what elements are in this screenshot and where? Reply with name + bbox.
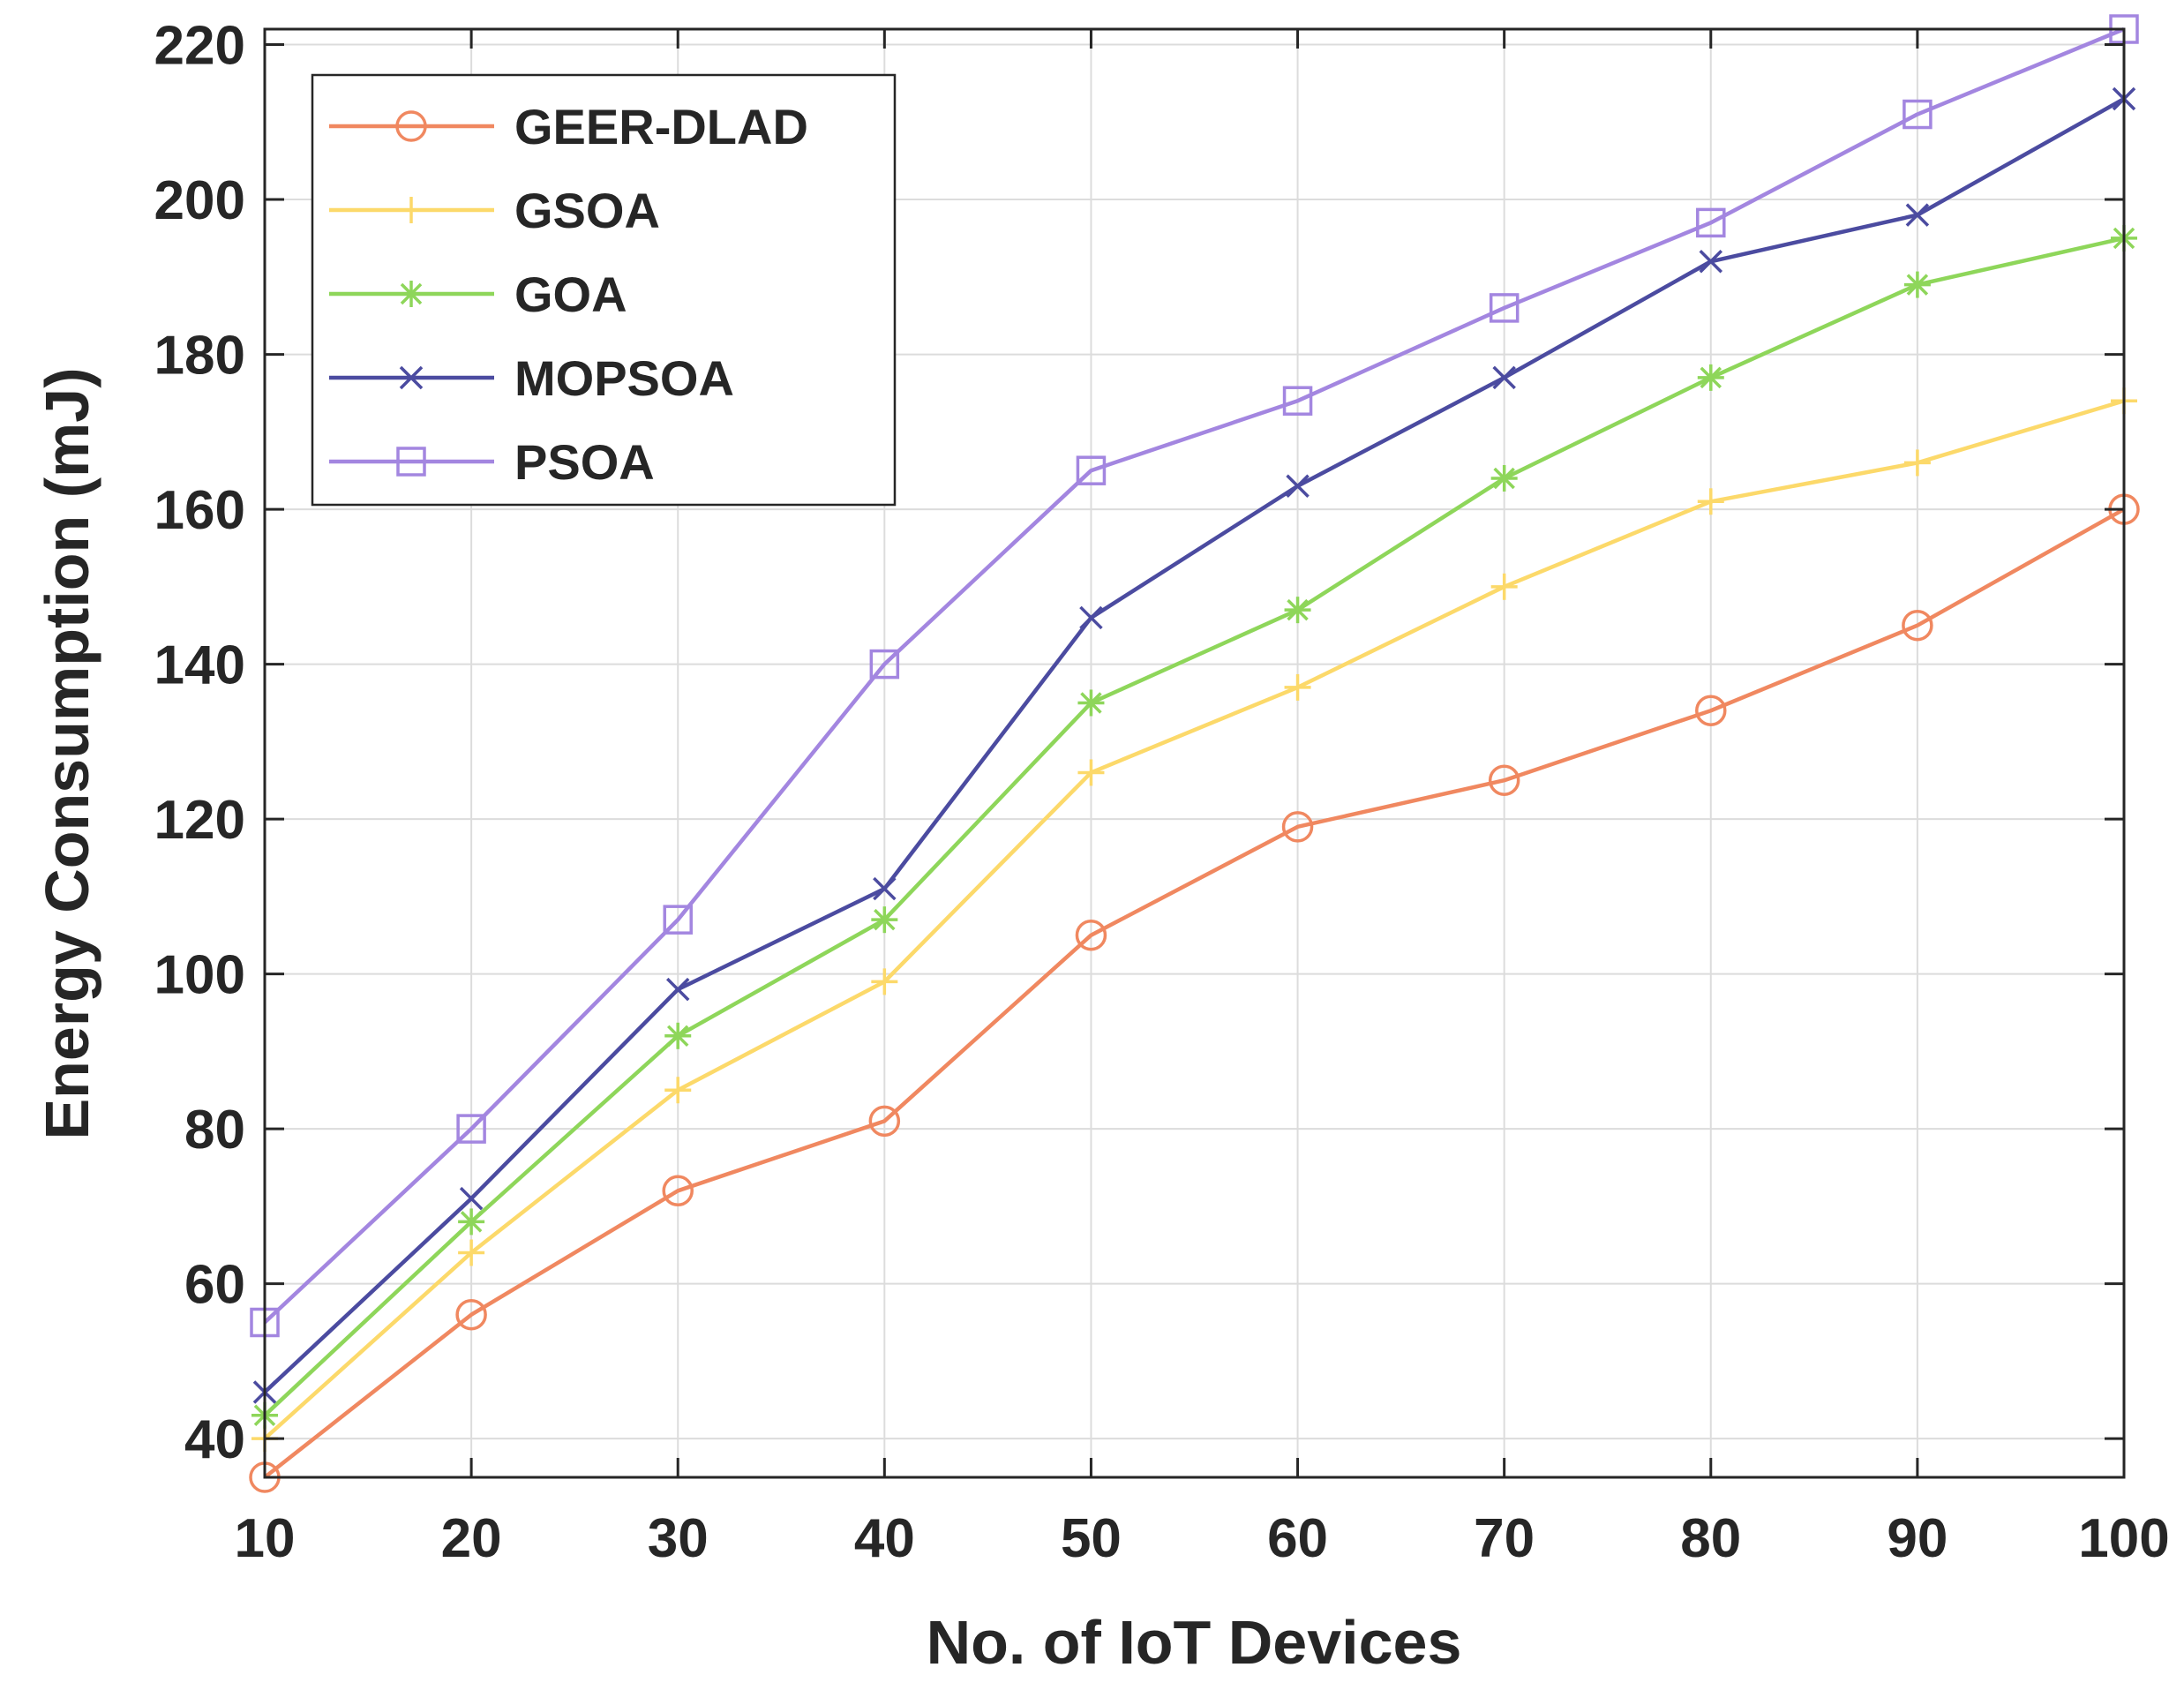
data-point — [1699, 250, 1723, 274]
legend-item: MOPSOA — [329, 350, 734, 406]
data-point — [1079, 605, 1103, 630]
y-tick-label: 80 — [184, 1100, 245, 1160]
data-point — [1489, 293, 1520, 323]
data-point — [1077, 689, 1105, 717]
series-line — [263, 399, 2125, 1440]
data-point — [1902, 609, 1933, 642]
y-tick-label: 140 — [154, 635, 245, 696]
data-point — [1695, 695, 1727, 726]
x-tick-label: 20 — [441, 1508, 502, 1569]
series-line — [263, 97, 2126, 1394]
series-geer-dlad — [249, 493, 2140, 1493]
x-axis-label: No. of IoT Devices — [927, 1608, 1462, 1677]
y-tick-label: 60 — [184, 1255, 245, 1316]
data-point — [873, 876, 897, 901]
data-point — [662, 1175, 694, 1207]
y-tick-label: 220 — [154, 16, 245, 77]
series-mopsoa — [252, 86, 2136, 1404]
y-axis-label: Energy Consumption (mJ) — [33, 367, 101, 1139]
legend-label: PSOA — [514, 434, 655, 490]
data-point — [664, 1077, 692, 1104]
y-tick-label: 120 — [154, 790, 245, 851]
data-point — [871, 906, 898, 934]
legend-label: GOA — [514, 267, 627, 322]
data-point — [1281, 811, 1314, 843]
data-point — [1697, 488, 1724, 515]
x-tick-label: 30 — [648, 1508, 709, 1569]
x-tick-label: 10 — [235, 1508, 296, 1569]
legend-marker — [395, 110, 427, 142]
series-gsoa — [251, 387, 2137, 1453]
x-tick-label: 80 — [1680, 1508, 1741, 1569]
legend-label: GEER-DLAD — [514, 99, 808, 154]
data-point — [1696, 207, 1726, 238]
data-point — [868, 1105, 901, 1138]
data-point — [1075, 919, 1107, 951]
legend-item: PSOA — [329, 434, 655, 490]
data-point — [1903, 449, 1931, 477]
series-line — [263, 236, 2125, 1417]
data-point — [871, 968, 898, 995]
legend-label: GSOA — [514, 183, 660, 238]
data-point — [1490, 464, 1518, 492]
data-point — [1077, 759, 1105, 786]
data-point — [1905, 203, 1930, 227]
data-point — [1282, 386, 1313, 416]
data-point — [869, 649, 900, 680]
data-point — [455, 1298, 487, 1331]
data-point — [1903, 271, 1931, 298]
grid-lines — [264, 29, 2125, 1477]
legend-item: GSOA — [329, 183, 660, 238]
legend-marker — [398, 197, 424, 223]
data-point — [1286, 474, 1310, 498]
data-point — [458, 1208, 485, 1236]
x-tick-label: 40 — [854, 1508, 915, 1569]
x-tick-label: 50 — [1061, 1508, 1122, 1569]
x-tick-label: 70 — [1474, 1508, 1535, 1569]
data-point — [456, 1114, 486, 1144]
data-point — [1284, 597, 1311, 624]
x-tick-label: 90 — [1887, 1508, 1948, 1569]
legend-item: GEER-DLAD — [329, 99, 808, 154]
legend-marker — [398, 281, 424, 307]
series-line — [263, 507, 2126, 1479]
y-tick-label: 180 — [154, 326, 245, 387]
data-point — [665, 977, 690, 1002]
data-point — [1903, 99, 1933, 130]
y-tick-label: 100 — [154, 945, 245, 1006]
x-tick-label: 100 — [2078, 1508, 2169, 1569]
plot-frame — [263, 27, 2126, 1479]
series-line — [263, 26, 2125, 1325]
data-point — [1488, 764, 1520, 796]
legend-label: MOPSOA — [514, 350, 734, 406]
data-point — [1492, 365, 1516, 390]
y-tick-label: 160 — [154, 480, 245, 541]
legend: GEER-DLAD GSOA GOA MOPSOA PSOA — [311, 73, 897, 507]
data-point — [1697, 364, 1724, 391]
data-point — [1490, 573, 1518, 600]
legend-marker — [396, 447, 426, 477]
legend-box — [311, 73, 897, 507]
tick-layer: 10 20 30 40 50 60 70 80 90 100 40 60 80 100 120 140 160 1… — [154, 16, 2170, 1569]
legend-item: GOA — [329, 267, 627, 322]
data-point — [664, 1022, 692, 1049]
x-tick-label: 60 — [1267, 1508, 1328, 1569]
data-point — [458, 1239, 485, 1266]
y-tick-label: 40 — [184, 1409, 245, 1470]
y-tick-label: 200 — [154, 170, 245, 231]
data-point — [663, 905, 693, 935]
data-point — [1284, 673, 1311, 701]
data-point — [1076, 455, 1107, 485]
data-point — [459, 1186, 484, 1211]
legend-marker — [399, 365, 424, 390]
